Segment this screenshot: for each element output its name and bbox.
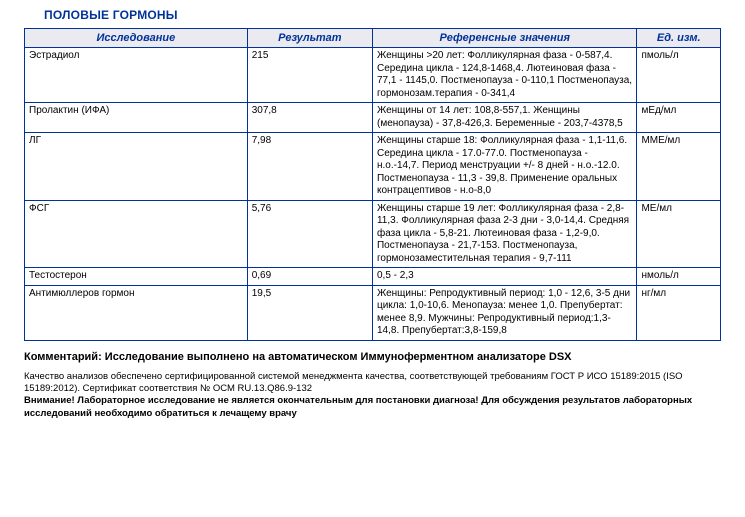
table-row: ФСГ5,76Женщины старше 19 лет: Фолликуляр… [25, 200, 721, 268]
cell-unit: нмоль/л [637, 268, 721, 286]
cell-unit: нг/мл [637, 285, 721, 340]
footer-line-1: Качество анализов обеспечено сертифициро… [24, 371, 721, 396]
cell-unit: пмоль/л [637, 48, 721, 103]
table-row: Антимюллеров гормон19,5Женщины: Репродук… [25, 285, 721, 340]
cell-study: ЛГ [25, 133, 248, 201]
section-title: ПОЛОВЫЕ ГОРМОНЫ [44, 8, 721, 22]
table-header-row: Исследование Результат Референсные значе… [25, 29, 721, 48]
cell-result: 5,76 [247, 200, 372, 268]
cell-unit: МЕ/мл [637, 200, 721, 268]
table-row: Эстрадиол215Женщины >20 лет: Фолликулярн… [25, 48, 721, 103]
cell-ref: 0,5 - 2,3 [372, 268, 636, 286]
cell-result: 307,8 [247, 103, 372, 133]
cell-ref: Женщины старше 19 лет: Фолликулярная фаз… [372, 200, 636, 268]
col-header-unit: Ед. изм. [637, 29, 721, 48]
cell-ref: Женщины от 14 лет: 108,8-557,1. Женщины … [372, 103, 636, 133]
cell-ref: Женщины: Репродуктивный период: 1,0 - 12… [372, 285, 636, 340]
cell-unit: ММЕ/мл [637, 133, 721, 201]
cell-result: 7,98 [247, 133, 372, 201]
cell-study: Тестостерон [25, 268, 248, 286]
cell-study: Антимюллеров гормон [25, 285, 248, 340]
cell-study: ФСГ [25, 200, 248, 268]
results-table: Исследование Результат Референсные значе… [24, 28, 721, 341]
cell-ref: Женщины старше 18: Фолликулярная фаза - … [372, 133, 636, 201]
table-row: ЛГ7,98Женщины старше 18: Фолликулярная ф… [25, 133, 721, 201]
footer-line-2: Внимание! Лабораторное исследование не я… [24, 395, 721, 420]
col-header-ref: Референсные значения [372, 29, 636, 48]
col-header-result: Результат [247, 29, 372, 48]
footer-block: Качество анализов обеспечено сертифициро… [24, 371, 721, 420]
cell-result: 0,69 [247, 268, 372, 286]
cell-study: Пролактин (ИФА) [25, 103, 248, 133]
cell-study: Эстрадиол [25, 48, 248, 103]
cell-result: 19,5 [247, 285, 372, 340]
table-row: Пролактин (ИФА)307,8Женщины от 14 лет: 1… [25, 103, 721, 133]
col-header-study: Исследование [25, 29, 248, 48]
comment-line: Комментарий: Исследование выполнено на а… [24, 351, 721, 363]
cell-result: 215 [247, 48, 372, 103]
cell-ref: Женщины >20 лет: Фолликулярная фаза - 0-… [372, 48, 636, 103]
cell-unit: мЕд/мл [637, 103, 721, 133]
table-row: Тестостерон0,69 0,5 - 2,3нмоль/л [25, 268, 721, 286]
